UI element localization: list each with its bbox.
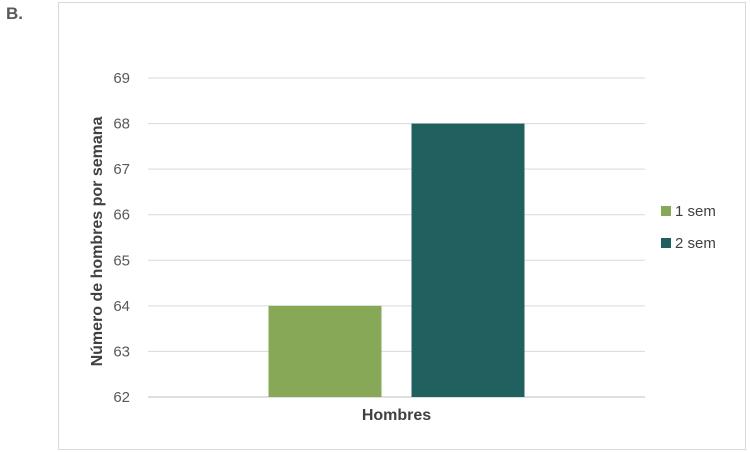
y-tick-label: 66: [113, 207, 130, 224]
y-tick-label: 69: [113, 70, 130, 87]
legend-label: 2 sem: [675, 235, 716, 252]
y-tick-label: 68: [113, 116, 130, 133]
y-axis-ticks: 62 63 64 65 66 67 68 69: [113, 70, 130, 406]
bars: [268, 123, 525, 398]
legend: 1 sem 2 sem: [661, 203, 716, 252]
legend-label: 1 sem: [675, 203, 716, 220]
y-tick-label: 65: [113, 252, 130, 269]
y-axis-title: Número de hombres por semana: [89, 116, 106, 366]
x-axis-category-label: Hombres: [362, 407, 431, 424]
y-tick-label: 63: [113, 343, 130, 360]
chart-frame: [58, 2, 746, 450]
bar-1-sem: [268, 305, 382, 397]
y-tick-label: 67: [113, 161, 130, 178]
panel-label: B.: [6, 4, 23, 23]
legend-swatch: [661, 206, 671, 216]
bar-2-sem: [411, 123, 525, 398]
y-tick-label: 62: [113, 389, 130, 406]
gridlines: [148, 77, 645, 398]
y-tick-label: 64: [113, 298, 130, 315]
legend-swatch: [661, 238, 671, 248]
